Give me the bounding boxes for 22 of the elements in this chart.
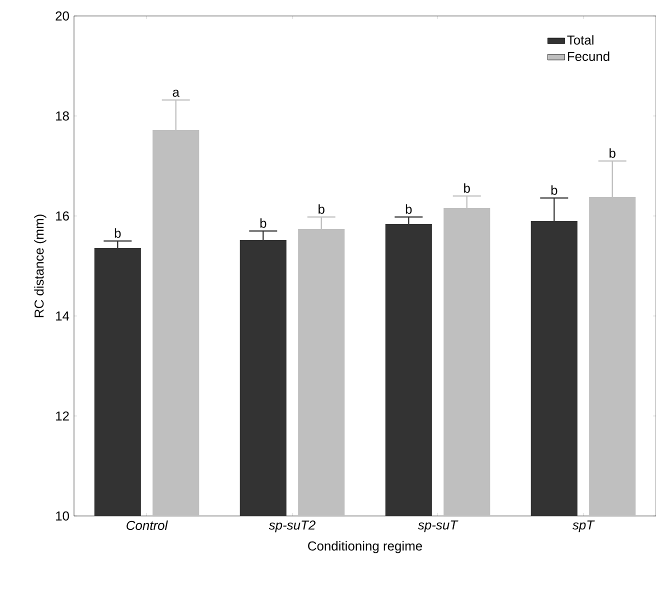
data-label: b <box>464 183 470 193</box>
y-tick-label: 12 <box>56 411 69 421</box>
data-label: b <box>551 185 558 195</box>
y-axis-title: RC distance (mm) <box>34 214 46 318</box>
y-tick-label: 14 <box>56 312 70 320</box>
y-tick-label: 10 <box>56 511 69 521</box>
x-tick-label: Control <box>126 520 168 530</box>
legend-label: Total <box>567 35 594 45</box>
data-label: b <box>610 148 616 158</box>
legend-label: Fecund <box>568 51 610 61</box>
x-axis-title: Conditioning regime <box>308 541 422 554</box>
y-tick-label: 18 <box>56 111 69 121</box>
data-label: b <box>406 204 412 214</box>
x-tick-label: sp-suT2 <box>268 520 316 532</box>
data-label: a <box>172 90 180 97</box>
y-tick-label: 16 <box>56 211 69 221</box>
data-label: b <box>114 228 121 238</box>
data-label: b <box>260 218 266 228</box>
x-tick-label: spT <box>572 520 595 532</box>
x-tick-label: sp-suT <box>418 520 458 532</box>
y-tick-label: 20 <box>56 11 69 21</box>
data-label: b <box>318 204 324 214</box>
